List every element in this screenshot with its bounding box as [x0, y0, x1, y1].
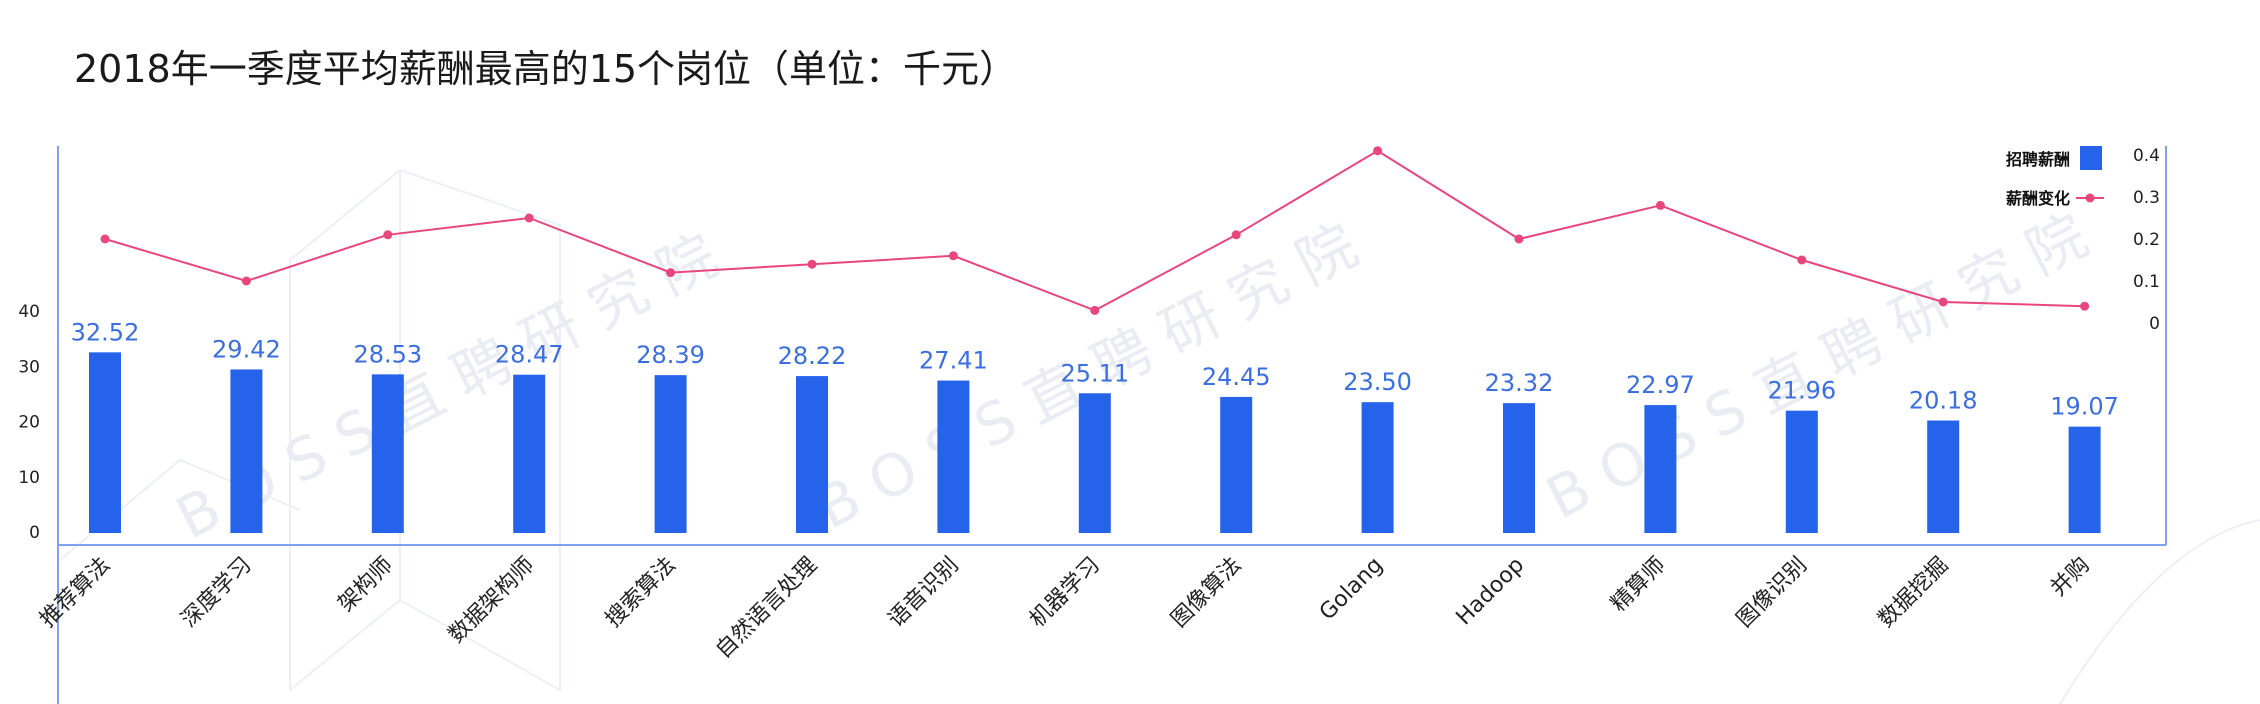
line-point — [666, 268, 676, 278]
bar-value-label: 28.53 — [353, 340, 422, 368]
bar-value-label: 21.96 — [1767, 377, 1836, 405]
right-axis-tick-label: 0 — [2149, 314, 2160, 334]
bar-value-label: 23.32 — [1485, 369, 1554, 397]
bar-value-label: 28.22 — [778, 342, 847, 370]
bar — [1644, 405, 1677, 533]
legend-swatch-point — [2085, 193, 2095, 203]
bar-value-label: 20.18 — [1909, 387, 1978, 415]
bar-value-label: 25.11 — [1060, 359, 1129, 387]
x-axis-category-label: 精算师 — [1606, 553, 1670, 617]
line-point — [1938, 297, 1948, 307]
right-axis-tick-label: 0.4 — [2133, 146, 2160, 166]
x-axis-category-label: 图像识别 — [1732, 553, 1812, 633]
bar — [654, 375, 687, 533]
x-axis-category-label: Hadoop — [1452, 553, 1530, 631]
right-axis-tick-label: 0.1 — [2133, 272, 2160, 292]
bar — [1361, 402, 1394, 533]
x-axis-category-label: Golang — [1315, 553, 1388, 626]
x-axis-category-label: 自然语言处理 — [711, 553, 822, 664]
left-axis-tick-label: 30 — [18, 357, 40, 377]
background-arc — [2059, 519, 2260, 704]
x-axis-category-label: 架构师 — [334, 553, 398, 617]
line-point — [1514, 234, 1524, 244]
bar — [2068, 426, 2101, 533]
bar — [1503, 403, 1535, 533]
chart-title: 2018年一季度平均薪酬最高的15个岗位（单位：千元） — [74, 47, 1018, 91]
line-point — [2080, 301, 2090, 311]
line-point — [1373, 146, 1383, 156]
legend-swatch-bars — [2080, 146, 2102, 170]
x-axis-category-label: 数据架构师 — [444, 553, 539, 648]
x-axis-category-label: 机器学习 — [1025, 553, 1105, 633]
x-axis-category-label: 语音识别 — [884, 553, 964, 633]
x-axis-category-label: 推荐算法 — [35, 553, 115, 633]
bar-value-label: 29.42 — [212, 335, 281, 363]
line-point — [1231, 230, 1241, 240]
bar — [230, 369, 263, 533]
bar — [371, 374, 404, 533]
bar — [1785, 410, 1818, 533]
bar — [1927, 420, 1960, 533]
bar-value-label: 28.47 — [495, 341, 564, 369]
x-axis-category-label: 图像算法 — [1167, 553, 1247, 633]
line-point — [1655, 200, 1665, 210]
left-axis-tick-label: 0 — [29, 523, 40, 543]
x-axis-category-label: 数据挖掘 — [1874, 553, 1954, 633]
left-axis-tick-label: 40 — [18, 302, 40, 322]
line-series — [100, 146, 2090, 315]
bar — [1078, 393, 1111, 533]
bar — [937, 380, 970, 533]
line-point — [524, 213, 534, 223]
bar-series — [89, 352, 2101, 533]
axes: 0 10 20 30 40 0 0.1 0.2 0.3 0.4 — [18, 146, 2167, 704]
bar-value-label: 23.50 — [1343, 368, 1412, 396]
legend-label-line: 薪酬变化 — [2006, 189, 2070, 208]
bar — [89, 352, 121, 533]
legend-label-bars: 招聘薪酬 — [2006, 150, 2070, 169]
line-point — [100, 234, 110, 244]
line-point — [1797, 255, 1807, 265]
right-axis-tick-label: 0.2 — [2133, 230, 2160, 250]
left-axis-tick-label: 20 — [18, 413, 40, 433]
bar-value-label: 19.07 — [2050, 393, 2119, 421]
x-axis-category-label: 并购 — [2046, 553, 2095, 602]
data-labels: 32.52 29.42 28.53 28.47 28.39 28.22 27.41 25.11… — [71, 318, 2119, 420]
bar-value-label: 28.39 — [636, 341, 705, 369]
line-point — [948, 251, 958, 261]
line-point — [1090, 305, 1100, 315]
bar-value-label: 32.52 — [71, 318, 140, 346]
x-axis-labels: 推荐算法 深度学习 架构师 数据架构师 搜索算法 自然语言处理 语音识别 机器学习 图像算法 Go… — [35, 553, 2095, 664]
line-path — [104, 149, 2085, 312]
x-axis-category-label: 深度学习 — [177, 553, 257, 633]
bar-value-label: 24.45 — [1202, 363, 1271, 391]
bar — [513, 374, 546, 533]
line-point — [241, 276, 251, 286]
bar-value-label: 22.97 — [1626, 371, 1695, 399]
left-axis-tick-label: 10 — [18, 468, 40, 488]
bar — [796, 376, 828, 533]
line-point — [383, 230, 393, 240]
bar — [1220, 396, 1253, 533]
x-axis-category-label: 搜索算法 — [601, 553, 681, 633]
bar-value-label: 27.41 — [919, 347, 988, 375]
right-axis-tick-label: 0.3 — [2133, 188, 2160, 208]
line-point — [807, 259, 817, 269]
